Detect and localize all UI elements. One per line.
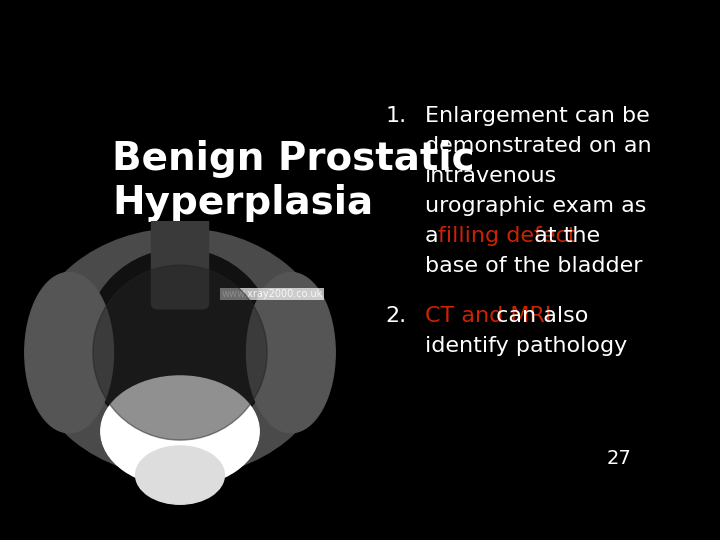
Ellipse shape: [24, 272, 114, 433]
Text: Benign Prostatic
Hyperplasia: Benign Prostatic Hyperplasia: [112, 140, 475, 221]
Text: 2.: 2.: [386, 306, 407, 326]
Ellipse shape: [30, 228, 330, 476]
Text: 1.: 1.: [386, 106, 407, 126]
Text: a: a: [425, 226, 446, 246]
Text: base of the bladder: base of the bladder: [425, 256, 642, 276]
Ellipse shape: [135, 446, 225, 504]
Text: can also: can also: [489, 306, 588, 326]
Text: at the: at the: [528, 226, 600, 246]
Text: intravenous: intravenous: [425, 166, 557, 186]
Ellipse shape: [246, 272, 336, 433]
Text: www.xray2000.co.uk: www.xray2000.co.uk: [221, 289, 323, 299]
Text: demonstrated on an: demonstrated on an: [425, 136, 652, 156]
Text: 27: 27: [606, 449, 631, 468]
Ellipse shape: [101, 376, 259, 487]
Text: urographic exam as: urographic exam as: [425, 196, 646, 216]
FancyBboxPatch shape: [151, 215, 209, 309]
Ellipse shape: [93, 265, 267, 440]
Ellipse shape: [85, 249, 275, 438]
Text: Enlargement can be: Enlargement can be: [425, 106, 649, 126]
Text: CT and MRI: CT and MRI: [425, 306, 552, 326]
Text: identify pathology: identify pathology: [425, 336, 627, 356]
Text: filling defect: filling defect: [438, 226, 576, 246]
